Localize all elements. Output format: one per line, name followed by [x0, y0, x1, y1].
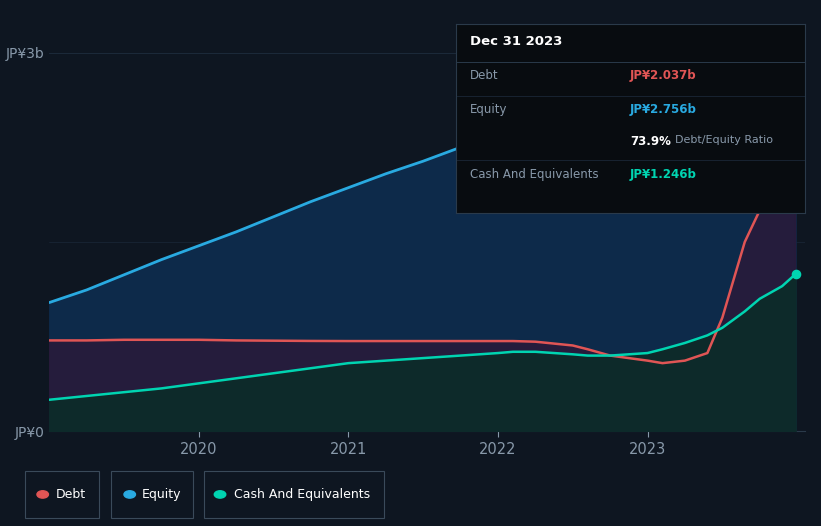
- Text: Debt: Debt: [470, 69, 498, 82]
- Text: Debt/Equity Ratio: Debt/Equity Ratio: [676, 135, 773, 145]
- Text: Debt: Debt: [56, 488, 86, 501]
- Text: JP¥2.756b: JP¥2.756b: [631, 103, 697, 116]
- Text: Cash And Equivalents: Cash And Equivalents: [234, 488, 370, 501]
- Text: 73.9%: 73.9%: [631, 135, 671, 148]
- Text: Dec 31 2023: Dec 31 2023: [470, 35, 562, 48]
- Point: [789, 270, 802, 278]
- Text: Equity: Equity: [142, 488, 181, 501]
- Point: [789, 170, 802, 178]
- Text: JP¥1.246b: JP¥1.246b: [631, 168, 697, 180]
- Point: [789, 79, 802, 88]
- Text: JP¥2.037b: JP¥2.037b: [631, 69, 697, 82]
- Text: Equity: Equity: [470, 103, 507, 116]
- Text: Cash And Equivalents: Cash And Equivalents: [470, 168, 599, 180]
